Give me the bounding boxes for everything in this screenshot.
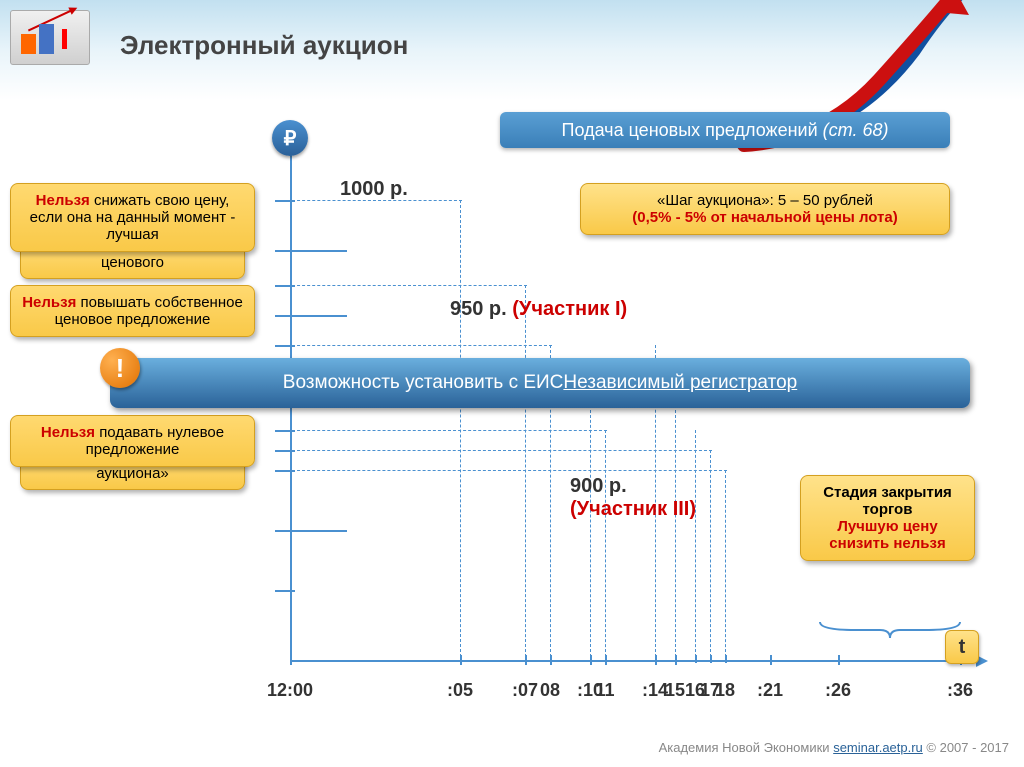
- exclamation-icon: !: [100, 348, 140, 388]
- subtitle-banner: Подача ценовых предложений (ст. 68): [500, 112, 950, 148]
- x-tick: [460, 655, 462, 665]
- footer-years: © 2007 - 2017: [923, 740, 1009, 755]
- subtitle-em: (ст. 68): [823, 120, 889, 141]
- x-tick: [675, 655, 677, 665]
- y-tick: [275, 345, 295, 347]
- logo-icon: [10, 10, 90, 65]
- y-tick: [275, 200, 295, 202]
- eis-banner: Возможность установить с ЕИС Независимый…: [110, 358, 970, 408]
- price-time-chart: 12:00:05:0708:1011:1415161718:21:26:36 1…: [280, 150, 980, 700]
- vline: [590, 400, 591, 662]
- rule-box-2: Нельзя повышать собственное ценовое пред…: [10, 285, 255, 337]
- hline: [292, 430, 607, 431]
- rule2-text: повышать собственное ценовое предложение: [55, 294, 243, 328]
- ruble-icon: ₽: [272, 120, 308, 156]
- banner-u: Независимый регистратор: [563, 372, 797, 394]
- rule3-text: подавать нулевое предложение: [86, 424, 224, 458]
- time-label: 11: [595, 680, 614, 701]
- hline: [292, 450, 712, 451]
- vline: [460, 200, 461, 662]
- x-tick: [290, 655, 292, 665]
- x-tick: [695, 655, 697, 663]
- x-tick: [605, 655, 607, 665]
- footer: Академия Новой Экономики seminar.aetp.ru…: [659, 740, 1009, 755]
- time-label: :07: [512, 680, 538, 701]
- hline: [292, 470, 727, 471]
- price-950: 950 р. (Участник I): [450, 298, 627, 321]
- x-tick: [655, 655, 657, 665]
- time-label: :26: [825, 680, 851, 701]
- rule-box-3: Нельзя подавать нулевое предложение: [10, 415, 255, 467]
- y-tick: [275, 450, 295, 452]
- hline-solid: [292, 530, 347, 532]
- vline: [525, 285, 526, 662]
- x-axis: [290, 660, 980, 662]
- rule3-nelzya: Нельзя: [41, 424, 99, 441]
- x-tick: [725, 655, 727, 663]
- vline: [710, 450, 711, 662]
- time-label: 18: [715, 680, 735, 701]
- y-tick: [275, 470, 295, 472]
- rule1-nelzya: Нельзя: [36, 192, 90, 209]
- x-tick: [550, 655, 552, 665]
- page-title: Электронный аукцион: [120, 30, 408, 61]
- vline: [605, 430, 606, 662]
- vline: [725, 470, 726, 662]
- rule-box-1: Нельзя снижать свою цену, если она на да…: [10, 183, 255, 252]
- footer-org: Академия Новой Экономики: [659, 740, 834, 755]
- hline-solid: [292, 315, 347, 317]
- x-tick: [525, 655, 527, 665]
- y-tick: [275, 530, 295, 532]
- hline: [292, 285, 527, 286]
- rule2-nelzya: Нельзя: [22, 294, 76, 311]
- y-tick: [275, 590, 295, 592]
- time-label: :21: [757, 680, 783, 701]
- price-1000: 1000 р.: [340, 178, 408, 201]
- y-tick: [275, 250, 295, 252]
- y-tick: [275, 285, 295, 287]
- time-label: :36: [947, 680, 973, 701]
- x-tick: [838, 655, 840, 665]
- time-label: 15: [665, 680, 685, 701]
- y-tick: [275, 315, 295, 317]
- x-tick: [770, 655, 772, 665]
- subtitle-text: Подача ценовых предложений: [562, 120, 818, 141]
- y-tick: [275, 430, 295, 432]
- rule-stub-1: ценового: [20, 249, 245, 279]
- hline-solid: [292, 250, 347, 252]
- closing-brace: [815, 620, 965, 640]
- time-label: 08: [540, 680, 560, 701]
- t-axis-badge: t: [945, 630, 979, 664]
- x-tick: [590, 655, 592, 665]
- time-label: :05: [447, 680, 473, 701]
- vline: [695, 430, 696, 662]
- vline: [675, 400, 676, 662]
- hline: [292, 345, 552, 346]
- price-900: 900 р.(Участник III): [570, 475, 696, 521]
- footer-link[interactable]: seminar.aetp.ru: [833, 740, 923, 755]
- banner-pre: Возможность установить с ЕИС: [283, 372, 564, 394]
- time-label: 12:00: [267, 680, 313, 701]
- x-tick: [710, 655, 712, 663]
